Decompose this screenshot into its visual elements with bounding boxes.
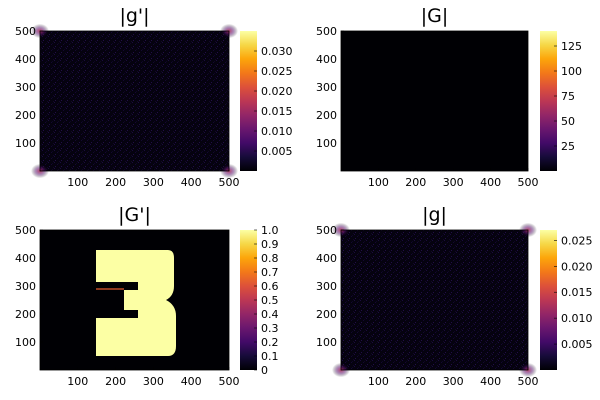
colorbar-tick-label: 0.005 — [561, 338, 593, 351]
x-tick-label: 500 — [219, 176, 240, 189]
x-tick-label: 100 — [67, 176, 88, 189]
y-tick-label: 100 — [316, 336, 337, 349]
colorbar-tick-label: 50 — [561, 115, 575, 128]
colorbar-tick-label: 0.6 — [261, 280, 279, 293]
colorbar-tick-label: 0.015 — [261, 105, 293, 118]
y-tick-label: 400 — [15, 53, 36, 66]
x-tick-label: 100 — [67, 375, 88, 388]
y-tick-label: 300 — [316, 81, 337, 94]
heatmap-panel-2: |G| 100 200 300 400 500 100 200 300 400 500 25 50 75 1… — [316, 5, 582, 189]
colorbar-tick-label: 75 — [561, 90, 575, 103]
y-tick-label: 300 — [15, 280, 36, 293]
y-tick-label: 400 — [316, 53, 337, 66]
colorbar-tick-label: 0.020 — [261, 85, 293, 98]
colorbar — [240, 230, 257, 370]
digit-shape — [96, 250, 176, 356]
heatmap-panel-3: |G'|100 200 300 400 50010020030040050000.10.… — [15, 204, 279, 388]
x-tick-label: 200 — [405, 176, 426, 189]
colorbar — [240, 31, 257, 171]
heatmap-image — [40, 31, 229, 171]
colorbar-tick-label: 0.8 — [261, 252, 279, 265]
x-tick-label: 500 — [518, 375, 539, 388]
colorbar-tick-label: 0.7 — [261, 266, 279, 279]
axes-frame — [39, 30, 230, 172]
x-tick-label: 400 — [480, 375, 501, 388]
y-tick-label: 200 — [316, 109, 337, 122]
x-tick-label: 100 — [368, 176, 389, 189]
y-tick-label: 300 — [316, 280, 337, 293]
y-tick-label: 500 — [15, 224, 36, 237]
y-tick-label: 100 — [15, 137, 36, 150]
colorbar-tick-label: 0.025 — [561, 234, 593, 247]
colorbar-tick-label: 0.015 — [561, 286, 593, 299]
colorbar-tick-label: 0.010 — [261, 125, 293, 138]
y-tick-label: 300 — [15, 81, 36, 94]
colorbar-tick-label: 100 — [561, 65, 582, 78]
x-tick-label: 300 — [143, 375, 164, 388]
panel-title: |g| — [422, 204, 447, 226]
y-tick-label: 100 — [15, 336, 36, 349]
axes-frame — [340, 229, 529, 371]
x-tick-label: 400 — [480, 176, 501, 189]
panel-title: |G| — [421, 5, 449, 27]
colorbar-tick-label: 0.4 — [261, 308, 279, 321]
colorbar-tick-label: 0.005 — [261, 145, 293, 158]
panel-title: |G'| — [118, 204, 151, 226]
colorbar-tick-label: 0.010 — [561, 312, 593, 325]
colorbar-tick-label: 1.0 — [261, 224, 279, 237]
y-tick-label: 500 — [15, 25, 36, 38]
heatmap-image — [341, 230, 528, 370]
colorbar-tick-label: 0.5 — [261, 294, 279, 307]
x-tick-label: 100 — [368, 375, 389, 388]
x-tick-label: 300 — [443, 375, 464, 388]
heatmap-panel-1: |g'| 100 200 300 400 500 100 200 300 400 500 0.005 0… — [15, 5, 293, 189]
y-tick-label: 200 — [15, 308, 36, 321]
y-tick-label: 100 — [316, 137, 337, 150]
x-tick-label: 400 — [181, 176, 202, 189]
colorbar-tick-label: 0.030 — [261, 45, 293, 58]
colorbar-tick-label: 0.025 — [261, 65, 293, 78]
x-tick-label: 500 — [518, 176, 539, 189]
colorbar-tick-label: 0.9 — [261, 238, 279, 251]
x-tick-label: 400 — [181, 375, 202, 388]
x-tick-label: 200 — [405, 375, 426, 388]
y-tick-label: 500 — [316, 25, 337, 38]
y-tick-label: 400 — [15, 252, 36, 265]
x-tick-label: 500 — [219, 375, 240, 388]
x-tick-label: 200 — [105, 375, 126, 388]
heatmap-image — [341, 31, 528, 171]
y-tick-label: 500 — [316, 224, 337, 237]
heatmap-panel-4: |g| 100 200 300 400 500 100 200 300 400 500 0.005 0.… — [316, 204, 593, 388]
colorbar-tick-label: 0.2 — [261, 336, 279, 349]
y-tick-label: 200 — [15, 109, 36, 122]
colorbar-tick-label: 0.1 — [261, 350, 279, 363]
panel-title: |g'| — [119, 5, 149, 27]
colorbar — [540, 230, 557, 370]
colorbar-tick-label: 125 — [561, 40, 582, 53]
x-tick-label: 200 — [105, 176, 126, 189]
x-tick-label: 300 — [143, 176, 164, 189]
x-tick-label: 300 — [443, 176, 464, 189]
colorbar-tick-label: 0 — [261, 364, 268, 377]
y-tick-label: 200 — [316, 308, 337, 321]
colorbar-tick-label: 25 — [561, 140, 575, 153]
colorbar-tick-label: 0.3 — [261, 322, 279, 335]
colorbar — [540, 31, 557, 171]
axes-frame — [340, 30, 529, 172]
y-tick-label: 400 — [316, 252, 337, 265]
colorbar-tick-label: 0.020 — [561, 260, 593, 273]
axes-frame — [39, 229, 230, 371]
